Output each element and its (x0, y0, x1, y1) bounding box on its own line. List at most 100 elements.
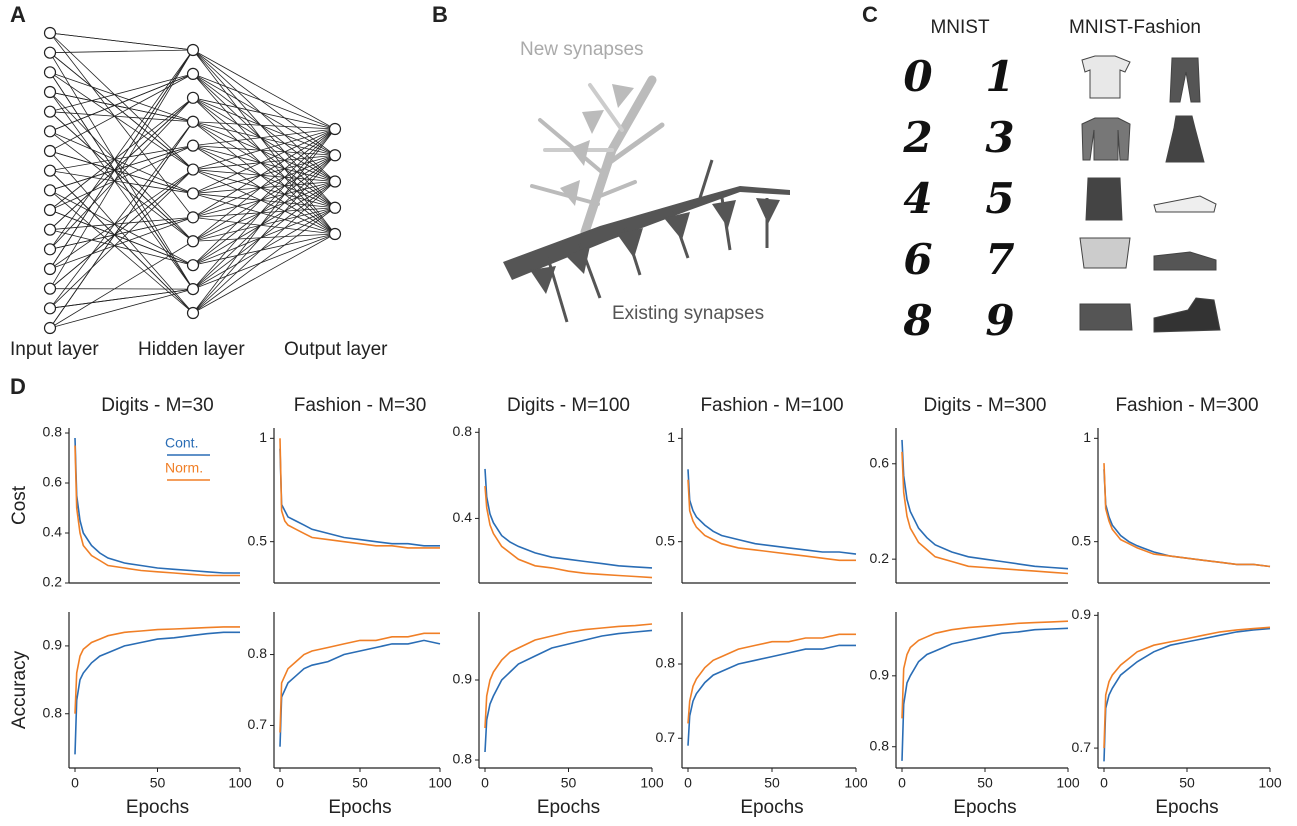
series-line (902, 621, 1068, 718)
connection (193, 155, 335, 169)
series-line (280, 438, 440, 548)
x-tick-label: 100 (1056, 775, 1080, 791)
y-tick-label: 0.7 (248, 716, 268, 732)
series-line (75, 632, 240, 754)
connection (50, 289, 193, 328)
neuron (188, 236, 199, 247)
y-tick-label: 0.6 (870, 454, 890, 470)
dataset-label: MNIST-Fashion (1069, 17, 1201, 38)
neuron (45, 323, 56, 334)
y-tick-label: 0.8 (248, 645, 268, 661)
x-axis-label: Epochs (953, 797, 1016, 818)
x-axis-label: Epochs (740, 797, 803, 818)
series-line (902, 628, 1068, 761)
y-tick-label: 0.9 (1072, 606, 1092, 622)
layer-label: Output layer (284, 339, 388, 360)
digit: 1 (985, 52, 1014, 101)
series-line (75, 627, 240, 714)
neuron (45, 264, 56, 275)
series-line (902, 452, 1068, 574)
connection (50, 289, 193, 308)
y-tick-label: 0.8 (453, 423, 473, 439)
neuron (330, 229, 341, 240)
chart-title: Digits - M=300 (923, 395, 1046, 416)
x-tick-label: 50 (352, 775, 368, 791)
panel-label: C (862, 2, 878, 27)
neuron (45, 224, 56, 235)
x-axis-label: Epochs (126, 797, 189, 818)
panel-label: A (10, 2, 26, 27)
x-tick-label: 0 (71, 775, 79, 791)
series-line (1104, 629, 1270, 762)
series-line (688, 469, 856, 554)
digit: 8 (902, 296, 932, 345)
chart-title: Digits - M=100 (507, 395, 630, 416)
page: A B C D Input layer Hidden layer Output … (0, 0, 1297, 826)
panel-label: D (10, 374, 26, 399)
legend-label: Norm. (165, 460, 203, 476)
neuron (45, 126, 56, 137)
x-axis-label: Epochs (1155, 797, 1218, 818)
neuron (188, 284, 199, 295)
layer-label: Hidden layer (138, 339, 245, 360)
x-tick-label: 0 (1100, 775, 1108, 791)
chart-title: Fashion - M=100 (700, 395, 843, 416)
neuron (45, 185, 56, 196)
x-tick-label: 50 (977, 775, 993, 791)
digit: 2 (902, 113, 932, 162)
series-line (1104, 463, 1270, 566)
series-line (280, 633, 440, 732)
connection (193, 50, 335, 182)
neuron (188, 68, 199, 79)
y-tick-label: 0.4 (453, 509, 473, 525)
y-tick-label: 0.9 (870, 667, 890, 683)
connection (50, 230, 193, 266)
y-tick-label: 0.9 (453, 671, 473, 687)
x-tick-label: 100 (428, 775, 452, 791)
x-tick-label: 0 (481, 775, 489, 791)
series-line (688, 480, 856, 561)
connection (50, 50, 193, 53)
y-tick-label: 0.5 (1072, 532, 1092, 548)
figure: A B C D Input layer Hidden layer Output … (0, 0, 1297, 826)
y-tick-label: 1 (1083, 429, 1091, 445)
x-tick-label: 0 (276, 775, 284, 791)
digit: 4 (903, 174, 932, 223)
neuron (45, 47, 56, 58)
y-tick-label: 0.2 (870, 550, 890, 566)
series-line (1104, 469, 1270, 566)
y-tick-label: 0.8 (870, 737, 890, 753)
neuron (45, 244, 56, 255)
neuron (45, 303, 56, 314)
x-tick-label: 0 (684, 775, 692, 791)
connection (193, 234, 335, 289)
series-line (75, 438, 240, 573)
y-tick-label: 0.5 (248, 532, 268, 548)
connection (193, 193, 335, 207)
fashion-grid (1080, 56, 1220, 332)
x-tick-label: 50 (561, 775, 577, 791)
connection (193, 122, 335, 182)
neuron (45, 165, 56, 176)
neuron (188, 140, 199, 151)
y-tick-label: 0.8 (43, 704, 63, 720)
series-line (485, 630, 652, 752)
series-line (485, 624, 652, 728)
series-line (485, 486, 652, 577)
digit: 9 (985, 296, 1014, 345)
x-tick-label: 0 (898, 775, 906, 791)
x-tick-label: 50 (764, 775, 780, 791)
y-axis-label: Cost (9, 485, 30, 525)
y-tick-label: 1 (259, 429, 267, 445)
neuron (45, 106, 56, 117)
y-tick-label: 0.7 (1072, 739, 1092, 755)
x-axis-label: Epochs (537, 797, 600, 818)
layer-label: Input layer (10, 339, 99, 360)
neuron (188, 188, 199, 199)
digit: 0 (903, 52, 932, 101)
neuron (330, 124, 341, 135)
y-tick-label: 0.4 (43, 524, 63, 540)
series-line (75, 446, 240, 576)
neuron (45, 283, 56, 294)
